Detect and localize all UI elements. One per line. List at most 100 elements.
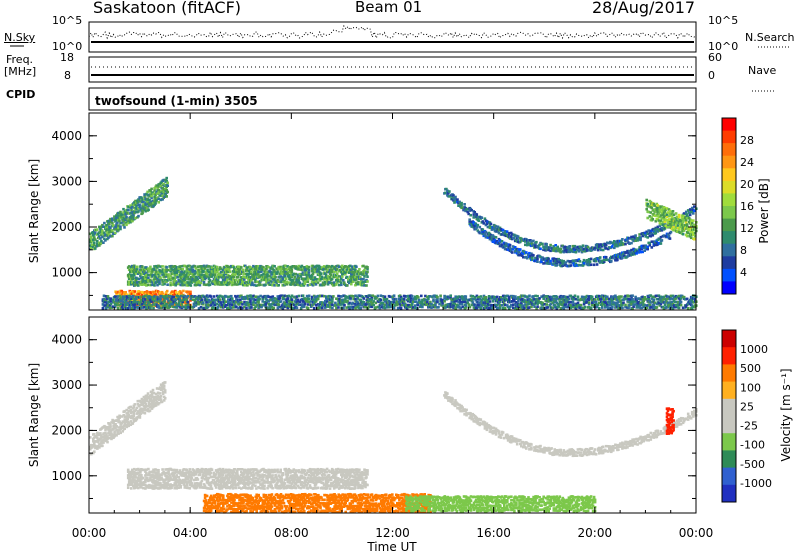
heatmap-cell — [620, 254, 623, 257]
heatmap-cell — [611, 245, 614, 248]
heatmap-cell — [252, 268, 255, 271]
heatmap-cell — [180, 303, 184, 306]
heatmap-cell — [127, 283, 131, 286]
heatmap-cell — [131, 281, 134, 284]
heatmap-cell — [174, 289, 177, 293]
heatmap-cell — [381, 301, 385, 305]
heatmap-cell — [571, 300, 575, 304]
heatmap-cell — [543, 247, 546, 251]
heatmap-cell — [498, 239, 502, 242]
heatmap-cell — [287, 299, 291, 303]
heatmap-cell — [243, 300, 246, 304]
heatmap-cell — [624, 305, 627, 309]
heatmap-cell — [470, 208, 473, 212]
heatmap-cell — [234, 304, 237, 307]
heatmap-cell — [633, 300, 636, 303]
heatmap-cell — [164, 291, 168, 294]
heatmap-cell — [681, 232, 685, 236]
heatmap-cell — [481, 220, 485, 223]
heatmap-cell — [498, 240, 502, 244]
heatmap-cell — [411, 295, 414, 298]
heatmap-cell — [205, 272, 209, 276]
heatmap-cell — [303, 282, 307, 286]
heatmap-cell — [430, 302, 433, 306]
heatmap-cell — [644, 235, 647, 238]
heatmap-cell — [530, 240, 533, 243]
heatmap-cell — [694, 297, 697, 301]
heatmap-cell — [505, 233, 509, 237]
heatmap-cell — [156, 186, 159, 190]
heatmap-cell — [524, 243, 527, 247]
heatmap-cell — [383, 303, 387, 306]
heatmap-cell — [323, 301, 326, 304]
heatmap-cell — [102, 441, 105, 444]
heatmap-cell — [492, 237, 496, 241]
heatmap-cell — [434, 306, 437, 309]
heatmap-cell — [509, 247, 513, 251]
heatmap-cell — [513, 246, 517, 249]
heatmap-cell — [532, 239, 535, 243]
heatmap-cell — [657, 219, 661, 222]
heatmap-cell — [647, 229, 650, 232]
heatmap-cell — [638, 233, 641, 236]
heatmap-cell — [152, 306, 155, 310]
heatmap-cell — [569, 306, 573, 310]
heatmap-cell — [207, 298, 211, 302]
heatmap-cell — [683, 224, 687, 227]
heatmap-cell — [366, 297, 370, 300]
heatmap-cell — [642, 305, 645, 309]
heatmap-cell — [339, 303, 342, 306]
heatmap-cell — [295, 279, 299, 283]
heatmap-cell — [343, 303, 346, 307]
heatmap-cell — [159, 278, 162, 281]
heatmap-cell — [358, 268, 361, 271]
heatmap-cell — [250, 297, 253, 300]
heatmap-cell — [662, 234, 666, 237]
heatmap-cell — [166, 294, 169, 298]
heatmap-cell — [155, 270, 158, 273]
heatmap-cell — [679, 297, 683, 300]
heatmap-cell — [324, 278, 328, 281]
heatmap-cell — [671, 294, 675, 298]
heatmap-cell — [568, 245, 572, 248]
heatmap-cell — [318, 279, 322, 282]
heatmap-cell — [262, 273, 265, 276]
heatmap-cell — [275, 300, 279, 304]
heatmap-cell — [132, 305, 135, 308]
heatmap-cell — [460, 201, 463, 205]
heatmap-cell — [313, 278, 317, 281]
heatmap-cell — [686, 302, 690, 306]
heatmap-cell — [214, 298, 218, 302]
heatmap-cell — [129, 291, 133, 294]
heatmap-cell — [359, 306, 362, 310]
heatmap-cell — [312, 302, 316, 306]
heatmap-cell — [458, 200, 461, 204]
heatmap-cell — [674, 223, 678, 226]
heatmap-cell — [158, 275, 161, 278]
heatmap-cell — [161, 302, 164, 306]
heatmap-cell — [552, 245, 555, 248]
heatmap-cell — [418, 298, 421, 302]
heatmap-cell — [560, 259, 563, 262]
heatmap-cell — [650, 216, 654, 219]
heatmap-cell — [260, 303, 263, 307]
heatmap-cell — [256, 280, 259, 284]
heatmap-cell — [189, 290, 192, 294]
heatmap-cell — [592, 300, 596, 304]
heatmap-cell — [604, 304, 607, 307]
heatmap-cell — [247, 282, 250, 286]
heatmap-cell — [318, 276, 322, 279]
heatmap-cell — [149, 278, 152, 282]
heatmap-cell — [600, 245, 604, 248]
heatmap-cell — [111, 298, 115, 302]
heatmap-cell — [517, 296, 520, 299]
heatmap-cell — [666, 211, 670, 214]
heatmap-cell — [542, 297, 545, 300]
heatmap-cell — [596, 248, 600, 252]
heatmap-cell — [493, 303, 497, 307]
heatmap-cell — [569, 248, 573, 252]
heatmap-cell — [451, 299, 454, 303]
heatmap-cell — [590, 295, 594, 299]
heatmap-cell — [687, 217, 691, 220]
heatmap-cell — [140, 268, 143, 271]
